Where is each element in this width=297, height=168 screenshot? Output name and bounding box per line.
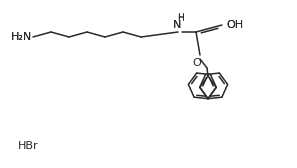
Text: H: H <box>177 14 184 23</box>
Text: OH: OH <box>226 20 243 30</box>
Text: H₂N: H₂N <box>11 32 32 42</box>
Text: H: H <box>178 13 184 23</box>
Text: N: N <box>173 20 181 30</box>
Text: O: O <box>193 58 201 68</box>
Text: H₂N: H₂N <box>11 32 32 42</box>
Text: OH: OH <box>226 20 243 30</box>
Text: HBr: HBr <box>18 141 39 151</box>
Text: N: N <box>173 20 182 30</box>
